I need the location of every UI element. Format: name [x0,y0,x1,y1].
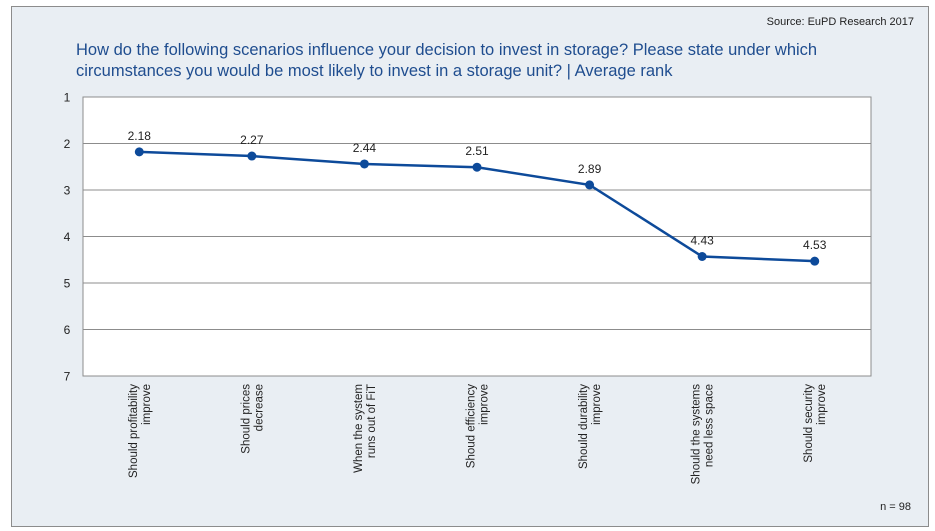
gridlines [83,96,871,377]
x-tick-label-line: improve [479,384,491,425]
data-point [585,180,595,190]
data-label: 2.27 [240,133,264,147]
x-tick-label-line: need less space [704,384,716,467]
y-tick-label: 5 [64,277,71,291]
x-tick-label-line: decrease [253,384,265,431]
data-labels: 2.18 2.27 2.44 2.51 2.89 4.43 4.53 [128,129,827,252]
data-point [247,151,257,161]
x-tick-label-line: Should profitability [128,384,140,478]
x-tick-label-line: Should the systems [691,384,703,485]
x-tick-label: When the system runs out of FiT [353,384,378,473]
y-tick-label: 4 [64,230,71,244]
x-tick-label: Should the systems need less space [691,384,716,485]
data-label: 4.43 [690,233,714,247]
x-tick-label-line: improve [591,384,603,425]
data-point [359,159,369,169]
x-tick-label-line: Should security [803,384,815,463]
source-label: Source: EuPD Research 2017 [766,16,914,28]
data-point [810,256,820,266]
x-tick-label: Should prices decrease [240,384,265,454]
data-point [472,162,482,172]
data-label: 2.51 [465,144,489,158]
x-tick-label-line: Shoud efficiency [466,384,478,468]
data-point [134,147,144,157]
y-tick-label: 6 [64,323,71,337]
sample-size-label: n = 98 [880,501,911,513]
data-points [134,147,820,266]
chart-title: How do the following scenarios influence… [76,41,818,80]
data-point [697,251,707,261]
data-label: 2.89 [578,162,602,176]
y-tick-label: 1 [64,91,71,105]
y-tick-label: 7 [64,370,71,384]
y-tick-label: 2 [64,137,71,151]
x-tick-label: Shoud efficiency improve [466,384,491,468]
y-axis-ticks: 1 2 3 4 5 6 7 [64,91,71,384]
x-axis-labels: Should profitability improve Should prices… [128,384,828,485]
x-tick-label: Should durability improve [578,384,603,469]
x-tick-label-line: improve [816,384,828,425]
x-tick-label-line: Should durability [578,384,590,469]
x-tick-label: Should security improve [803,384,828,463]
data-label: 4.53 [803,238,827,252]
x-tick-label: Should profitability improve [128,384,153,478]
data-label: 2.18 [128,129,152,143]
x-tick-label-line: Should prices [240,384,252,454]
data-label: 2.44 [353,141,377,155]
x-tick-label-line: When the system [353,384,365,473]
x-tick-label-line: improve [141,384,153,425]
y-tick-label: 3 [64,184,71,198]
x-tick-label-line: runs out of FiT [366,384,378,458]
